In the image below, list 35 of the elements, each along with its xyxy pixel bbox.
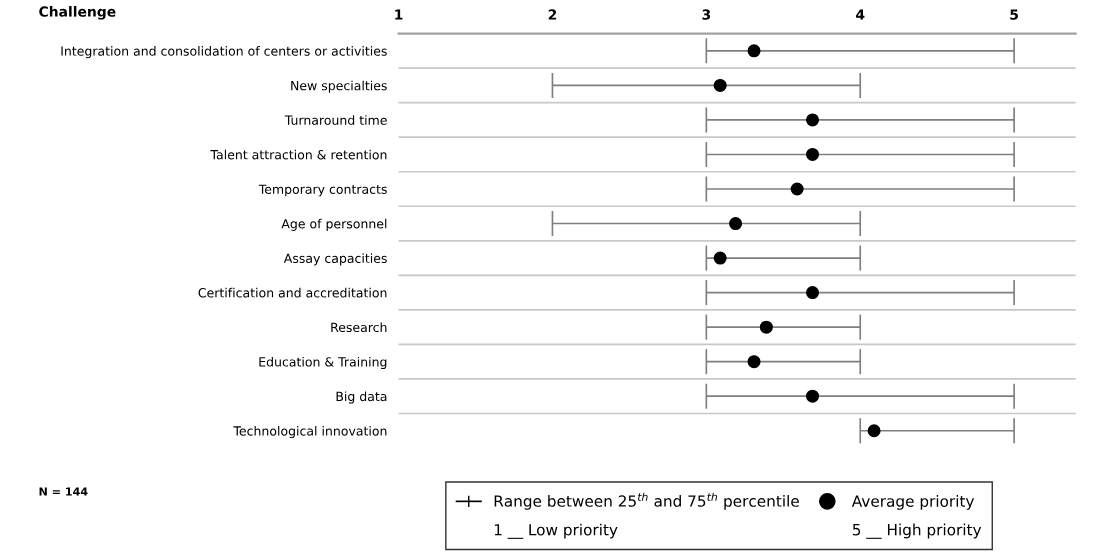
point: [759, 320, 773, 334]
y-tick-label: Integration and consolidation of centers or activities: [61, 46, 387, 59]
point: [806, 113, 820, 127]
y-tick-label: New specialties: [291, 80, 387, 93]
point: [729, 217, 743, 231]
x-tick-label: 5: [1010, 9, 1018, 20]
y-tick-label: Temporary contracts: [258, 184, 387, 197]
point: [806, 147, 820, 161]
point: [747, 355, 761, 369]
point: [713, 251, 727, 265]
point: [806, 389, 820, 403]
y-tick-label: Research: [331, 322, 387, 333]
y-tick-label: Turnaround time: [284, 115, 387, 125]
x-tick-label: 1: [395, 9, 403, 20]
point: [747, 44, 761, 58]
y-axis-title: Challenge: [39, 6, 116, 20]
text: N = 144: [39, 487, 88, 496]
point: [713, 78, 727, 92]
x-tick-label: 3: [702, 9, 711, 20]
x-tick-label: 4: [856, 9, 865, 20]
text: 1 __ Low priority: [494, 523, 618, 539]
y-tick-label: Technological innovation: [233, 425, 387, 439]
point: [806, 286, 820, 300]
x-tick-label: 2: [548, 9, 557, 20]
text: Range between 25$^{th}$ and 75$^{th}$ percentile: [494, 492, 799, 510]
legend-label: Average priority: [851, 495, 975, 510]
y-tick-label: Talent attraction & retention: [210, 149, 387, 160]
y-tick-label: Age of personnel: [281, 218, 387, 231]
y-tick-label: Certification and accreditation: [198, 287, 387, 298]
y-tick-label: Education & Training: [259, 356, 387, 370]
y-tick-label: Big data: [336, 391, 387, 404]
point: [790, 182, 804, 196]
point: [867, 424, 881, 438]
y-tick-label: Assay capacities: [283, 253, 387, 266]
text: 5 __ High priority: [852, 523, 982, 539]
